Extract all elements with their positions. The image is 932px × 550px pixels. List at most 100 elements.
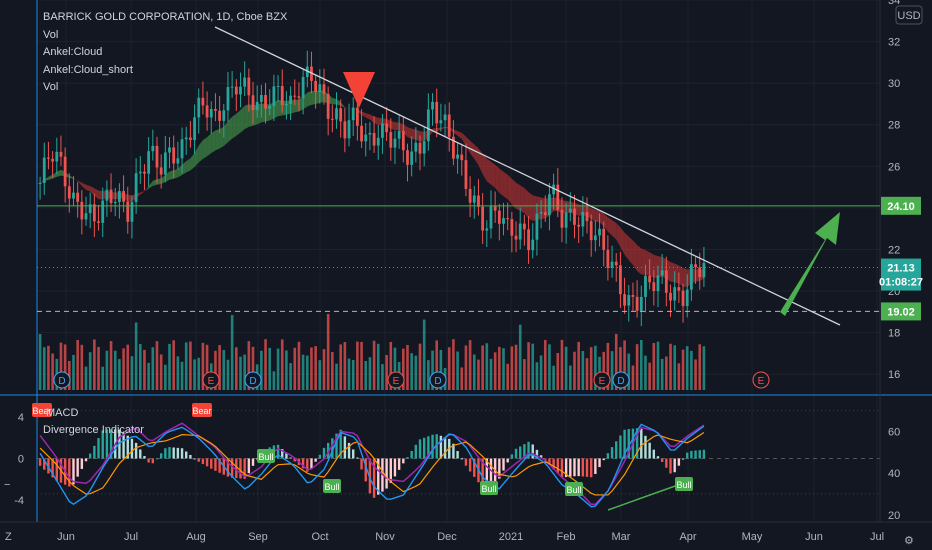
volume-bar <box>539 355 543 390</box>
candle-body <box>134 173 138 203</box>
candle-body <box>543 212 547 216</box>
volume-bar <box>606 342 610 390</box>
volume-bar <box>464 345 468 390</box>
histogram-bar <box>139 449 142 459</box>
histogram-bar <box>627 428 630 459</box>
candle-body <box>230 86 234 88</box>
rsi-tick-label: 20 <box>888 510 900 522</box>
time-tick-label: Jun <box>805 531 823 543</box>
histogram-bar <box>402 458 405 464</box>
cloud-segment <box>653 254 658 278</box>
bull-label: Bull <box>324 482 339 492</box>
volume-bar <box>293 347 297 390</box>
candle-body <box>401 130 405 151</box>
cloud-segment <box>415 129 421 142</box>
histogram-bar <box>427 436 430 459</box>
histogram-bar <box>619 435 622 459</box>
histogram-bar <box>368 458 372 494</box>
histogram-bar <box>418 439 422 459</box>
candle-body <box>381 123 384 138</box>
candle-body <box>59 151 63 157</box>
candle-body <box>589 221 593 241</box>
support-tag: 19.02 <box>887 306 915 318</box>
histogram-bar <box>665 458 668 468</box>
price-levels <box>37 205 880 312</box>
volume-bar <box>76 339 79 390</box>
cloud-segment <box>495 164 500 193</box>
volume-bar <box>685 346 689 390</box>
cloud-segment <box>182 161 187 175</box>
candle-body <box>130 202 134 222</box>
time-tick-label: Oct <box>311 531 328 543</box>
candle-body <box>109 189 113 203</box>
candle-body <box>694 264 697 268</box>
histogram-bar <box>539 455 543 459</box>
histogram-bar <box>159 453 163 459</box>
candle-body <box>439 120 443 124</box>
volume-bar <box>427 360 430 390</box>
candle-body <box>364 134 368 142</box>
macd-grid <box>37 410 880 495</box>
volume-bar <box>665 356 668 390</box>
cloud-segment <box>670 261 675 283</box>
currency-box[interactable] <box>895 5 923 25</box>
candle-body <box>406 150 409 165</box>
zoom-icon[interactable]: Z <box>5 531 12 543</box>
histogram-bar <box>443 437 447 459</box>
histogram-bar <box>481 458 484 488</box>
time-tick-label: Nov <box>375 531 395 543</box>
candle-body <box>126 201 130 222</box>
candle-body <box>197 97 201 118</box>
resistance-tag-box <box>881 196 921 215</box>
histogram-bar <box>422 437 426 459</box>
bear-label-box <box>32 403 52 417</box>
cloud-segment <box>453 129 458 136</box>
bull-label-box <box>565 482 583 496</box>
last-price-tag-countdown: 01:08:27 <box>879 277 923 289</box>
histogram-bar <box>660 458 664 462</box>
histogram-bar <box>155 458 159 460</box>
candle-body <box>656 275 660 292</box>
histogram-bar <box>431 434 434 459</box>
candle-body <box>147 151 151 174</box>
histogram-bar <box>205 458 209 467</box>
event-markers[interactable]: D D D DE E E E <box>53 371 770 389</box>
cloud-segment <box>315 90 320 105</box>
price-tick-label: 32 <box>888 37 900 49</box>
candle-body <box>431 101 434 110</box>
volume-bar <box>235 347 238 390</box>
bear-label: Bear <box>192 406 211 416</box>
cloud-segment <box>161 175 166 185</box>
volume-bar <box>38 334 42 390</box>
dividend-label: D <box>249 376 256 387</box>
candle-body <box>610 261 614 268</box>
cloud-segment <box>678 265 684 287</box>
histogram-bar <box>694 450 697 459</box>
cloud-segment <box>516 182 521 211</box>
histogram-bar <box>51 458 54 478</box>
candle-body <box>209 109 213 118</box>
dividend-marker <box>244 371 262 389</box>
candle-body <box>268 105 272 109</box>
candle-body <box>326 93 330 119</box>
histogram-bar <box>335 433 338 459</box>
settings-icon[interactable]: ⚙ <box>904 535 914 547</box>
histogram-bar <box>314 458 317 462</box>
volume-bar <box>80 344 84 390</box>
volume-bar <box>452 339 455 390</box>
candle-body <box>55 151 59 162</box>
histogram-bar <box>468 458 472 472</box>
volume-bar <box>226 359 230 390</box>
price-axis[interactable]: 16182022242628303234 <box>888 0 900 381</box>
cloud-segment <box>207 133 212 157</box>
histogram-bar <box>673 458 676 473</box>
histogram-bar <box>652 449 656 459</box>
candle-body <box>514 235 518 240</box>
volume-bar <box>523 359 526 390</box>
time-axis[interactable]: Jun Jul Aug Sep Oct Nov Dec 2021 Feb Mar Apr May Jun… <box>57 531 884 543</box>
cloud-segment <box>90 185 95 196</box>
histogram-bar <box>151 458 155 464</box>
cloud-segment <box>253 104 258 126</box>
volume-bar <box>381 364 384 390</box>
